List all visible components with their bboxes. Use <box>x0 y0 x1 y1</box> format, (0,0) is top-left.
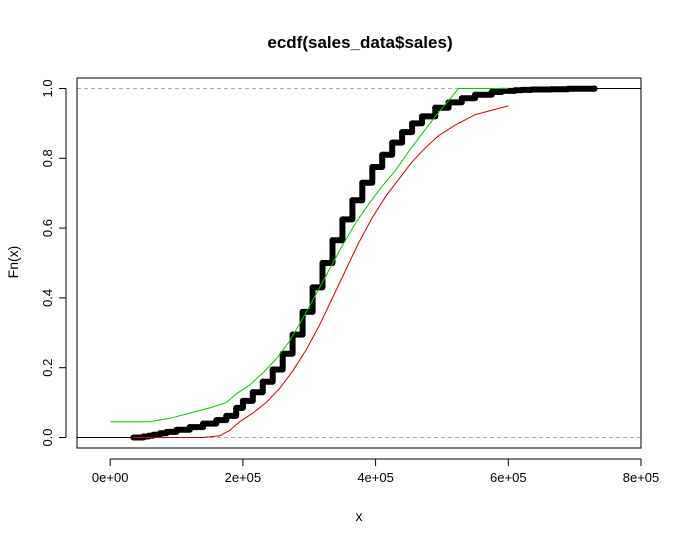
ecdf-point <box>309 284 316 291</box>
series-0 <box>77 85 641 441</box>
ecdf-point <box>233 404 240 411</box>
ecdf-point <box>419 113 426 120</box>
ecdf-point <box>259 378 266 385</box>
ecdf-point <box>200 420 207 427</box>
ecdf-point <box>239 397 246 404</box>
ecdf-point <box>511 87 518 94</box>
x-axis-label: x <box>356 508 363 524</box>
ecdf-point <box>140 433 147 440</box>
ecdf-point <box>591 85 598 92</box>
series-2 <box>133 105 509 438</box>
ecdf-point <box>445 99 452 106</box>
series-layer <box>77 85 641 441</box>
ecdf-point <box>498 87 505 94</box>
x-tick-label: 4e+05 <box>357 470 394 485</box>
y-axis-label: Fn(x) <box>5 246 21 279</box>
chart-title: ecdf(sales_data$sales) <box>267 33 452 52</box>
ecdf-step-line <box>133 85 598 441</box>
y-tick-label: 0.6 <box>40 219 55 237</box>
reference-lines <box>77 87 641 439</box>
y-tick-label: 1.0 <box>40 79 55 97</box>
ecdf-point <box>409 120 416 127</box>
x-tick-label: 0e+00 <box>92 470 129 485</box>
plot-frame <box>76 77 642 449</box>
y-tick-label: 0.2 <box>40 359 55 377</box>
series-1-line <box>110 88 509 423</box>
ecdf-point <box>269 366 276 373</box>
ecdf-point <box>329 237 336 244</box>
ecdf-point <box>518 86 525 93</box>
series-1 <box>110 88 509 423</box>
ecdf-point <box>249 389 256 396</box>
ecdf-point <box>369 164 376 171</box>
ecdf-point <box>319 260 326 266</box>
ecdf-point <box>150 431 157 438</box>
ecdf-point <box>548 86 555 93</box>
ecdf-point <box>488 88 495 95</box>
ecdf-point <box>163 428 170 435</box>
ecdf-point <box>379 151 386 158</box>
ecdf-point <box>399 129 406 136</box>
ecdf-point <box>528 86 535 93</box>
ecdf-point <box>156 430 163 437</box>
x-tick-label: 2e+05 <box>225 470 262 485</box>
ecdf-point <box>349 197 356 204</box>
ecdf-point <box>359 179 366 186</box>
y-tick-label: 0.0 <box>40 428 55 446</box>
x-tick-label: 8e+05 <box>623 470 660 485</box>
ecdf-point <box>213 417 220 424</box>
x-axis: 0e+00 2e+05 4e+05 6e+05 8e+05 <box>92 458 660 485</box>
ecdf-point <box>472 91 479 98</box>
series-2-line <box>133 105 509 438</box>
ecdf-point <box>458 95 465 102</box>
ecdf-point <box>339 216 346 223</box>
ecdf-point <box>223 412 230 419</box>
ecdf-point <box>565 85 572 92</box>
y-tick-label: 0.4 <box>40 289 55 307</box>
ecdf-point <box>389 139 396 146</box>
y-tick-label: 0.8 <box>40 149 55 167</box>
ecdf-point <box>299 308 306 315</box>
x-tick-label: 6e+05 <box>490 470 527 485</box>
ecdf-point <box>173 426 180 433</box>
ecdf-point <box>186 424 193 431</box>
ecdf-point <box>432 104 439 111</box>
y-axis: 0.0 0.2 0.4 0.6 0.8 1.0 <box>40 79 67 447</box>
